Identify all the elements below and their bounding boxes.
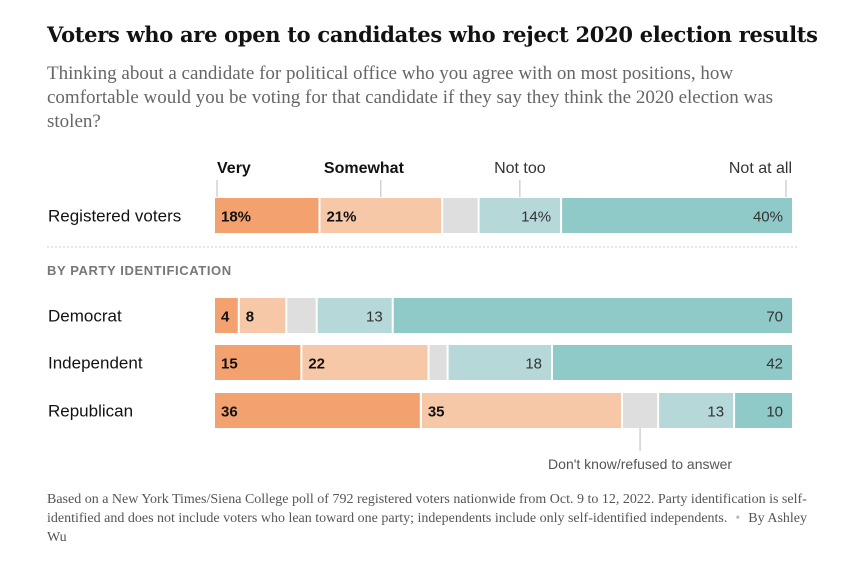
chart-title: Voters who are open to candidates who re… [47,22,818,47]
row-label: Registered voters [48,207,181,226]
bar-segment-not-too [479,198,561,233]
bar-segment-very [215,393,420,428]
separator-dot: • [735,511,741,526]
bar-segment-not-too [317,298,392,333]
data-label-not-too: 14% [521,209,551,226]
footnote: Based on a New York Times/Siena College … [47,490,807,547]
data-label-somewhat: 8 [246,309,254,326]
footnote-text: Based on a New York Times/Siena College … [47,492,807,526]
row-label: Independent [48,354,143,373]
bar-segment-not-at-all [735,393,792,428]
row-label: Republican [48,402,133,421]
data-label-not-at-all: 40% [753,209,783,226]
data-label-not-at-all: 42 [766,356,783,373]
data-label-somewhat: 35 [428,404,445,421]
data-label-somewhat: 22 [308,356,325,373]
legend-label-very: Very [217,160,251,177]
data-label-not-too: 18 [525,356,542,373]
section-header: BY PARTY IDENTIFICATION [47,263,232,278]
bar-segment-dk [443,198,478,233]
data-label-somewhat: 21% [326,209,356,226]
legend-label-somewhat: Somewhat [324,160,405,177]
data-label-not-at-all: 10 [766,404,783,421]
row-label: Democrat [48,307,122,326]
byline: By Ashley Wu [47,511,808,545]
bar-segment-somewhat [421,393,621,428]
bar-row-republican: Republican 36 35 13 10 [48,393,792,428]
bar-row-independent: Independent 15 22 18 42 [48,345,792,380]
data-label-not-at-all: 70 [766,309,783,326]
bar-segment-not-too [659,393,734,428]
data-label-very: 18% [221,209,251,226]
bar-segment-very [215,345,301,380]
bar-segment-not-too [448,345,552,380]
bar-row-democrat: Democrat 4 8 13 70 [48,298,792,333]
dk-annotation-label: Don't know/refused to answer [548,456,732,472]
data-label-not-too: 13 [366,309,383,326]
data-label-very: 36 [221,404,238,421]
chart-subtitle: Thinking about a candidate for political… [47,63,774,132]
bar-segment-very [215,198,319,233]
bar-segment-dk [287,298,316,333]
bar-segment-not-at-all [553,345,792,380]
bar-segment-not-at-all [562,198,792,233]
bar-segment-dk [429,345,447,380]
bar-segment-somewhat [320,198,442,233]
legend-label-not_at_all: Not at all [729,160,792,177]
legend-label-not_too: Not too [494,160,546,177]
bar-row-registered-voters: Registered voters 18% 21% 14% 40% [48,198,792,233]
bar-segment-somewhat [302,345,428,380]
data-label-very: 15 [221,356,238,373]
data-label-not-too: 13 [707,404,724,421]
bar-segment-very [215,298,238,333]
bar-segment-not-at-all [393,298,792,333]
bar-segment-somewhat [239,298,286,333]
data-label-very: 4 [221,309,230,326]
bar-segment-dk [622,393,658,428]
